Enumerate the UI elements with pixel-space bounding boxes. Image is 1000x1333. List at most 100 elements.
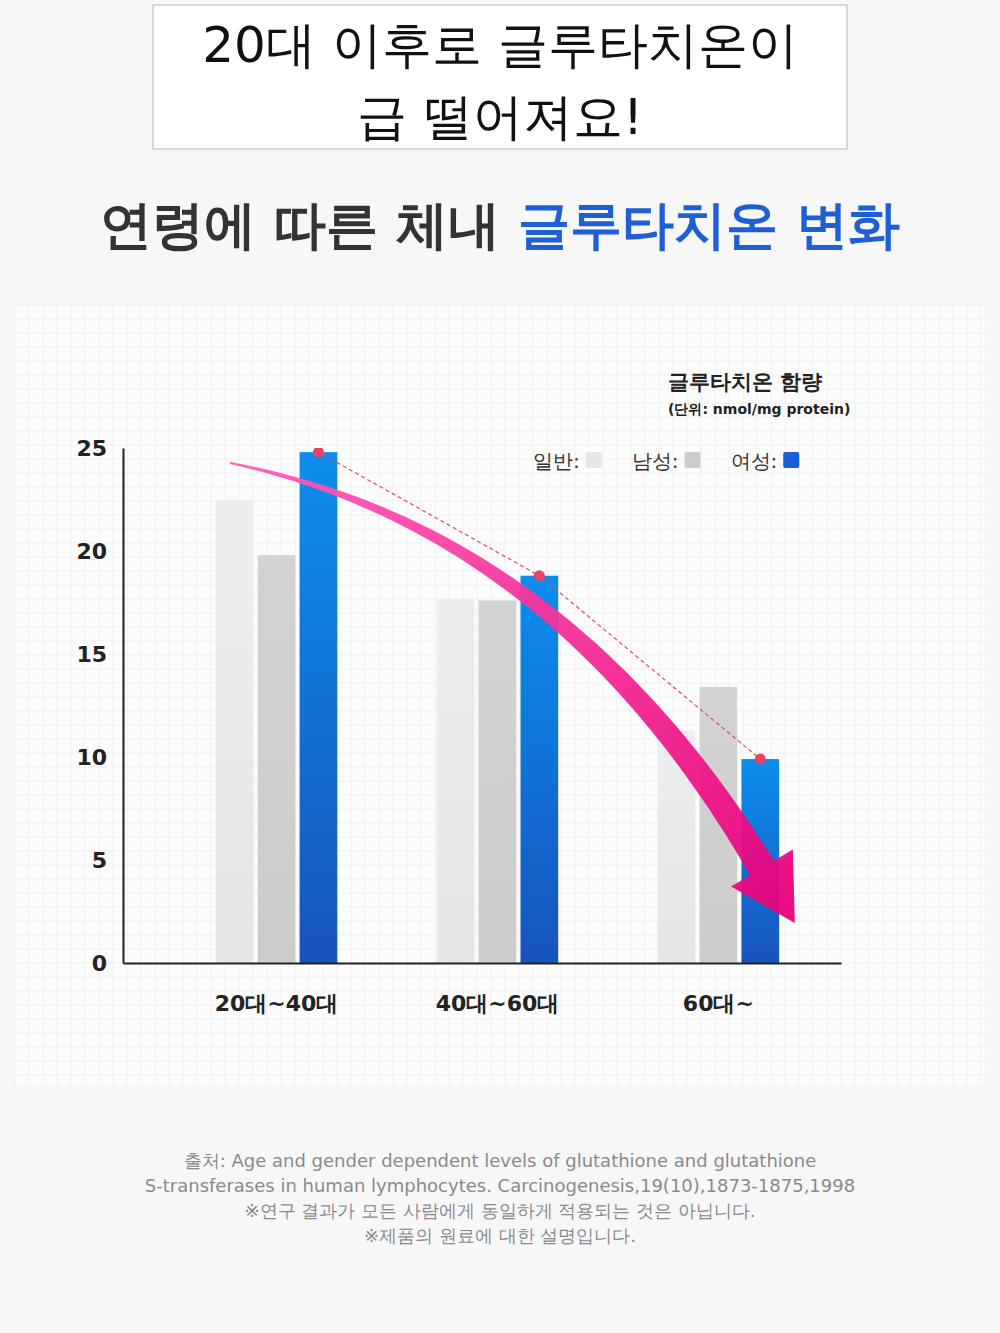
pattern-line [953, 305, 954, 1085]
panel-pattern [15, 305, 985, 1085]
pattern-line [15, 501, 985, 502]
legend-label: 남성: [632, 449, 679, 473]
headline-frame [153, 5, 847, 149]
pattern-line [15, 389, 985, 390]
headline-line: 20대 이후로 글루타치온이 [202, 16, 797, 74]
pattern-line [813, 305, 814, 1085]
y-axis: 0 5 10 15 20 25 [76, 436, 123, 976]
plot-marks [216, 448, 779, 963]
pattern-line [127, 305, 128, 1085]
pattern-line [15, 319, 985, 320]
y-tick: 5 [92, 848, 123, 873]
legend-item: 여성: [731, 449, 800, 473]
pattern-line [799, 305, 800, 1085]
y-axis-unit: (단위: nmol/mg protein) [668, 401, 850, 417]
pattern-line [827, 305, 828, 1085]
pattern-line [15, 1019, 985, 1020]
title-part: 연령에 따른 체내 [100, 195, 518, 255]
legend-swatch [586, 452, 602, 468]
title-highlight: 글루타치온 변화 [518, 195, 900, 255]
legend-item: 남성: [632, 449, 701, 473]
pattern-line [407, 305, 408, 1085]
pattern-line [911, 305, 912, 1085]
pattern-line [15, 963, 985, 964]
pattern-line [15, 333, 985, 334]
pattern-line [757, 305, 758, 1085]
y-tick: 20 [76, 539, 123, 564]
pattern-line [575, 305, 576, 1085]
pattern-line [155, 305, 156, 1085]
pattern-line [519, 305, 520, 1085]
x-axis: 20대~40대 40대~60대 60대~ [124, 963, 842, 1016]
trend-dot [755, 754, 766, 765]
background [0, 0, 1000, 1333]
pattern-line [85, 305, 86, 1085]
pattern-line [869, 305, 870, 1085]
pattern-line [15, 557, 985, 558]
pattern-line [15, 529, 985, 530]
pattern-line [393, 305, 394, 1085]
y-tick: 10 [76, 745, 123, 770]
y-tick-label: 20 [76, 539, 107, 564]
y-axis-line [123, 449, 125, 964]
bar [300, 452, 338, 963]
pattern-line [183, 305, 184, 1085]
pattern-line [939, 305, 940, 1085]
source-note: S-transferases in human lymphocytes. Car… [145, 1175, 855, 1196]
pattern-line [15, 473, 985, 474]
pattern-line [687, 305, 688, 1085]
y-tick: 15 [76, 642, 123, 667]
pattern-line [15, 375, 985, 376]
legend: 일반: 남성: 여성: [533, 449, 799, 473]
y-tick: 25 [76, 436, 123, 461]
pattern-line [15, 459, 985, 460]
pattern-line [771, 305, 772, 1085]
source-note: ※제품의 원료에 대한 설명입니다. [364, 1225, 636, 1246]
y-axis-title: 글루타치온 함량 [668, 370, 822, 394]
pattern-line [141, 305, 142, 1085]
y-tick-label: 0 [92, 951, 107, 976]
pattern-line [15, 599, 985, 600]
pattern-line [967, 305, 968, 1085]
trend-arrow [230, 462, 795, 923]
pattern-line [15, 1075, 985, 1076]
pattern-line [855, 305, 856, 1085]
pattern-line [43, 305, 44, 1085]
bar [216, 500, 254, 964]
pattern-line [743, 305, 744, 1085]
pattern-line [379, 305, 380, 1085]
pattern-line [659, 305, 660, 1085]
bar-series [216, 500, 696, 964]
pattern-line [589, 305, 590, 1085]
trend-dot [534, 570, 545, 581]
pattern-line [603, 305, 604, 1085]
bar [479, 600, 517, 963]
bar-series [300, 452, 780, 963]
y-tick-label: 10 [76, 745, 107, 770]
x-tick-label: 20대~40대 [215, 991, 339, 1016]
legend-item: 일반: [533, 449, 602, 473]
trend-dot [313, 448, 324, 458]
pattern-line [15, 1033, 985, 1034]
chart-title: 연령에 따른 체내 글루타치온 변화 [100, 195, 900, 255]
y-tick-label: 5 [92, 848, 107, 873]
x-axis-line [124, 963, 842, 965]
page: 20대 이후로 글루타치온이급 떨어져요! 연령에 따른 체내 글루타치온 변화 0… [0, 0, 1000, 1333]
pattern-line [15, 1061, 985, 1062]
source-note: ※연구 결과가 모든 사람에게 동일하게 적용되는 것은 아닙니다. [245, 1200, 756, 1221]
pattern-line [15, 305, 16, 1085]
pattern-line [15, 487, 985, 488]
headline-line: 급 떨어져요! [357, 88, 643, 146]
x-tick: 60대~ [683, 963, 754, 1016]
bar [258, 555, 296, 963]
pattern-line [351, 305, 352, 1085]
pattern-line [113, 305, 114, 1085]
x-tick-label: 40대~60대 [436, 991, 560, 1016]
pattern-line [477, 305, 478, 1085]
x-tick: 20대~40대 [215, 963, 339, 1016]
pattern-line [841, 305, 842, 1085]
pattern-line [561, 305, 562, 1085]
pattern-line [15, 977, 985, 978]
pattern-line [15, 347, 985, 348]
legend-swatch [783, 452, 799, 468]
